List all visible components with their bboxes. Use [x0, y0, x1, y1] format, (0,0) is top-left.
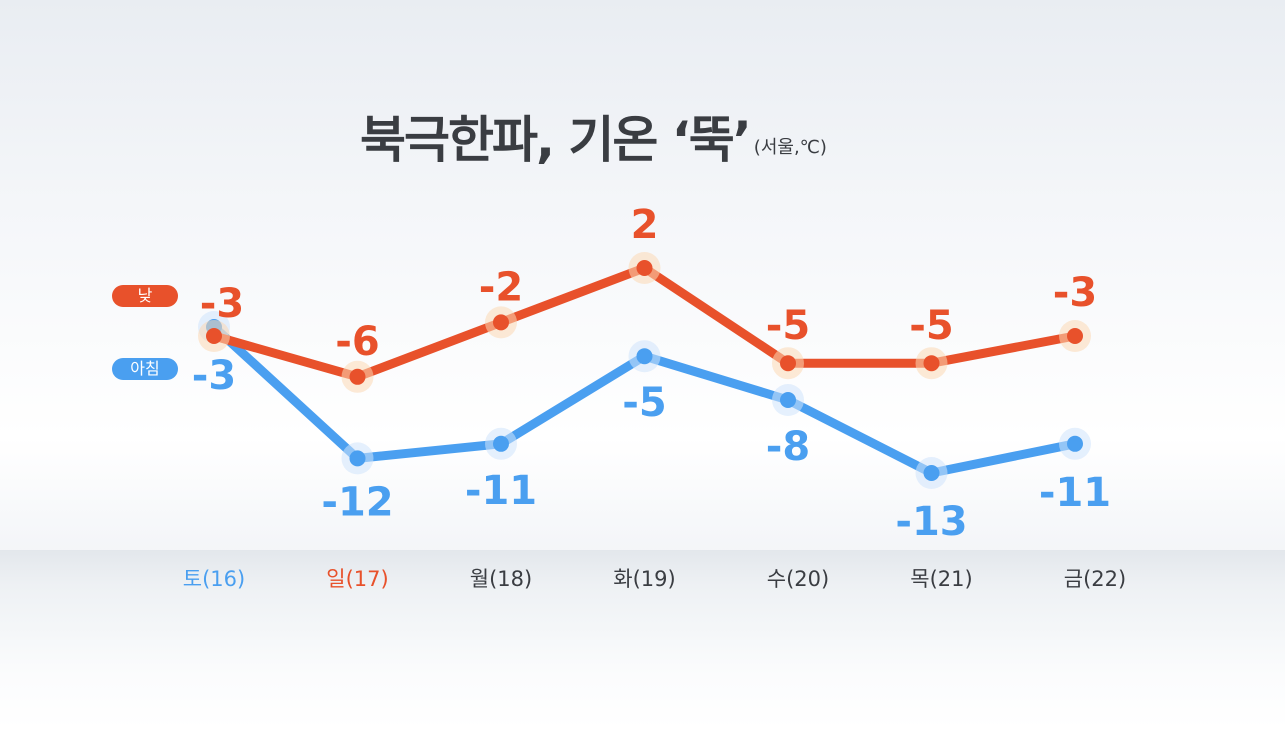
morning-point [349, 450, 366, 467]
day-data-label: -2 [479, 264, 523, 310]
chart-subtitle: (서울,℃) [753, 137, 827, 158]
day-data-label: -5 [909, 303, 953, 349]
x-tick-label: 화(19) [613, 567, 675, 591]
x-tick-label: 월(18) [470, 567, 532, 591]
morning-point [923, 465, 940, 481]
day-point [493, 314, 509, 331]
chart-header: 북극한파, 기온 ‘뚝’ (서울,℃) [360, 100, 827, 172]
morning-point [636, 348, 653, 365]
x-tick-label: 일(17) [326, 567, 388, 591]
morning-point [780, 392, 796, 408]
morning-data-label: -11 [465, 468, 537, 514]
day-point [636, 260, 653, 276]
morning-data-label: -3 [192, 353, 236, 399]
morning-data-label: -12 [321, 479, 393, 525]
x-tick-label: 금(22) [1064, 567, 1126, 591]
morning-point [493, 435, 509, 452]
x-tick-label: 목(21) [910, 567, 972, 591]
day-point [923, 355, 940, 372]
x-tick-label: 토(16) [183, 567, 245, 591]
day-data-label: -6 [335, 319, 379, 365]
chart-title: 북극한파, 기온 ‘뚝’ [360, 111, 752, 169]
x-tick-label: 수(20) [767, 567, 829, 591]
morning-data-label: -8 [766, 424, 810, 470]
day-data-label: -5 [766, 303, 810, 349]
morning-point [1067, 435, 1083, 452]
morning-data-label: -5 [622, 380, 666, 426]
legend-morning: 아침 [112, 358, 178, 380]
day-point [349, 368, 366, 385]
day-point [1067, 328, 1083, 344]
legend-morning-label: 아침 [130, 359, 160, 378]
day-point [780, 355, 796, 372]
day-point [206, 328, 222, 344]
morning-data-label: -13 [895, 499, 967, 545]
morning-data-label: -11 [1039, 470, 1111, 516]
x-axis-band [0, 550, 1285, 729]
day-data-label: -3 [200, 281, 244, 327]
day-data-label: -3 [1053, 270, 1097, 316]
day-data-label: 2 [631, 202, 659, 248]
legend-day-label: 낮 [137, 286, 153, 305]
legend-day: 낮 [112, 285, 178, 307]
